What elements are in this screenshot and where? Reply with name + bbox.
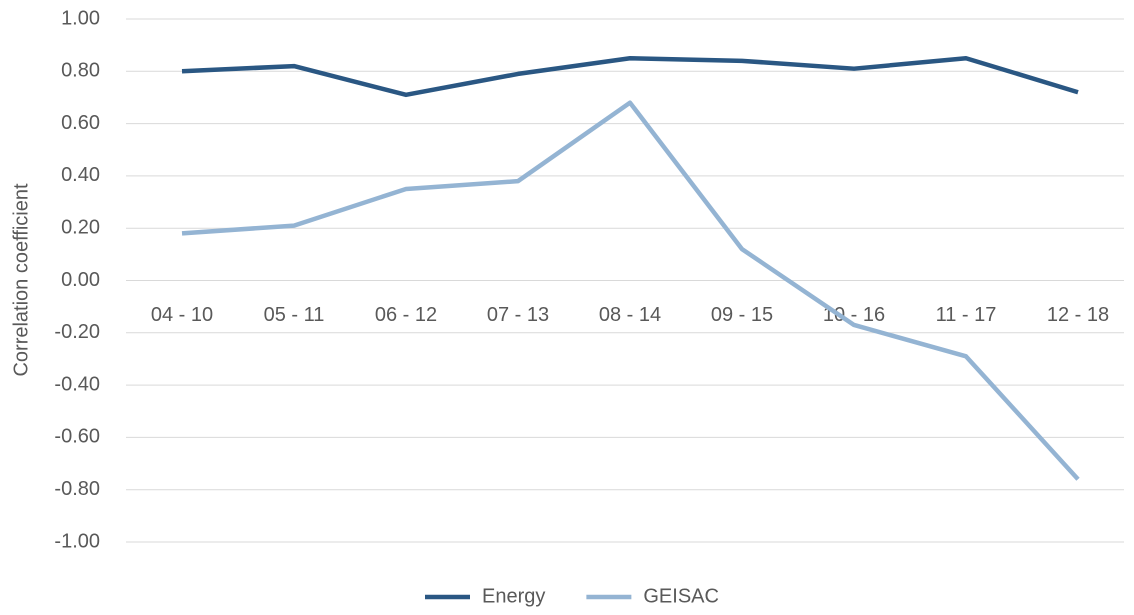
x-tick-label: 10 - 16: [823, 304, 885, 326]
y-axis-label: Correlation coefficient: [10, 183, 32, 377]
x-tick-label: 12 - 18: [1047, 304, 1109, 326]
y-tick-label: 0.00: [61, 269, 100, 291]
line-series: [181, 55, 1079, 98]
y-tick-label: 0.20: [61, 216, 100, 238]
line-series: [181, 100, 1080, 481]
y-tick-label: -1.00: [54, 530, 100, 552]
x-tick-label: 08 - 14: [599, 304, 661, 326]
x-tick-label: 06 - 12: [375, 304, 437, 326]
y-tick-label: -0.80: [54, 478, 100, 500]
y-tick-label: 0.40: [61, 164, 100, 186]
y-tick-label: 1.00: [61, 7, 100, 29]
legend-label: GEISAC: [643, 585, 719, 607]
x-tick-label: 07 - 13: [487, 304, 549, 326]
legend-label: Energy: [482, 585, 545, 607]
y-tick-label: -0.40: [54, 373, 100, 395]
x-tick-label: 04 - 10: [151, 304, 213, 326]
y-tick-label: 0.80: [61, 60, 100, 82]
y-tick-label: -0.60: [54, 426, 100, 448]
x-tick-label: 05 - 11: [264, 304, 325, 326]
x-tick-label: 11 - 17: [936, 304, 997, 326]
x-tick-label: 09 - 15: [711, 304, 773, 326]
y-tick-label: 0.60: [61, 112, 100, 134]
y-tick-label: -0.20: [54, 321, 100, 343]
